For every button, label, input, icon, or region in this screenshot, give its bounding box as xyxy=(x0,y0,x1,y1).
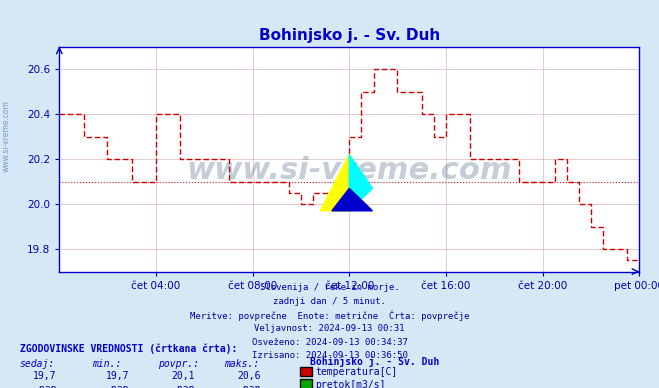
Text: 20,1: 20,1 xyxy=(171,371,195,381)
Text: -nan: -nan xyxy=(237,384,261,388)
Text: -nan: -nan xyxy=(171,384,195,388)
Text: sedaj:: sedaj: xyxy=(20,359,55,369)
Text: Bohinjsko j. - Sv. Duh: Bohinjsko j. - Sv. Duh xyxy=(310,356,439,367)
Polygon shape xyxy=(332,188,372,211)
Text: zadnji dan / 5 minut.: zadnji dan / 5 minut. xyxy=(273,297,386,306)
Text: Veljavnost: 2024-09-13 00:31: Veljavnost: 2024-09-13 00:31 xyxy=(254,324,405,333)
Text: min.:: min.: xyxy=(92,359,122,369)
Text: maks.:: maks.: xyxy=(224,359,259,369)
Text: 19,7: 19,7 xyxy=(105,371,129,381)
Text: 20,6: 20,6 xyxy=(237,371,261,381)
Text: Izrisano: 2024-09-13 00:36:50: Izrisano: 2024-09-13 00:36:50 xyxy=(252,351,407,360)
Text: Meritve: povprečne  Enote: metrične  Črta: povprečje: Meritve: povprečne Enote: metrične Črta:… xyxy=(190,310,469,321)
Text: -nan: -nan xyxy=(33,384,57,388)
Polygon shape xyxy=(320,154,349,211)
Text: pretok[m3/s]: pretok[m3/s] xyxy=(315,380,386,388)
Text: www.si-vreme.com: www.si-vreme.com xyxy=(2,100,11,172)
Text: Slovenija / reke in morje.: Slovenija / reke in morje. xyxy=(260,283,399,292)
Text: 19,7: 19,7 xyxy=(33,371,57,381)
Text: -nan: -nan xyxy=(105,384,129,388)
Text: povpr.:: povpr.: xyxy=(158,359,199,369)
Text: Osveženo: 2024-09-13 00:34:37: Osveženo: 2024-09-13 00:34:37 xyxy=(252,338,407,346)
Text: ZGODOVINSKE VREDNOSTI (črtkana črta):: ZGODOVINSKE VREDNOSTI (črtkana črta): xyxy=(20,343,237,354)
Title: Bohinjsko j. - Sv. Duh: Bohinjsko j. - Sv. Duh xyxy=(258,28,440,43)
Polygon shape xyxy=(349,154,372,211)
Text: temperatura[C]: temperatura[C] xyxy=(315,367,397,378)
Text: www.si-vreme.com: www.si-vreme.com xyxy=(186,156,512,185)
